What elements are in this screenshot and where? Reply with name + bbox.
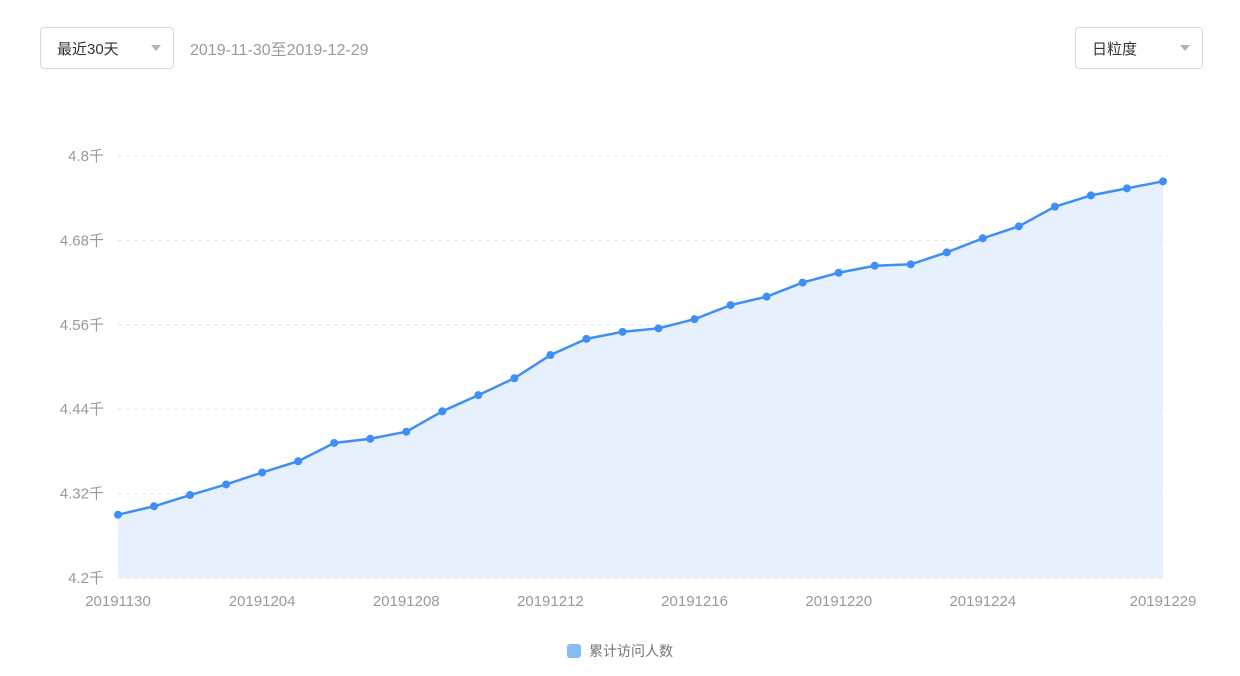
- data-point[interactable]: [150, 502, 159, 511]
- y-tick-label: 4.68千: [60, 232, 104, 249]
- series-line: [116, 180, 1165, 516]
- x-tick-label: 20191208: [373, 593, 440, 610]
- legend-label: 累计访问人数: [589, 643, 673, 659]
- y-tick-label: 4.56千: [60, 317, 104, 334]
- date-range-select[interactable]: 最近30天: [40, 27, 174, 69]
- data-point[interactable]: [330, 438, 339, 447]
- data-point[interactable]: [186, 491, 195, 500]
- y-tick-label: 4.8千: [68, 148, 104, 165]
- data-point[interactable]: [654, 324, 663, 333]
- data-point[interactable]: [726, 301, 735, 310]
- data-point[interactable]: [294, 457, 303, 466]
- data-point[interactable]: [510, 374, 519, 383]
- x-tick-label: 20191204: [229, 593, 296, 610]
- line-chart[interactable]: 4.2千 4.32千 4.44千 4.56千 4.68千 4.8千 20191130 2019…: [0, 130, 1240, 630]
- legend-swatch: [567, 644, 581, 658]
- data-point[interactable]: [1159, 177, 1167, 186]
- data-point[interactable]: [222, 480, 231, 489]
- data-point[interactable]: [582, 334, 591, 343]
- data-point[interactable]: [258, 468, 267, 477]
- y-tick-label: 4.32千: [60, 486, 104, 503]
- granularity-select-label: 日粒度: [1092, 40, 1138, 58]
- x-tick-label: 20191212: [517, 593, 584, 610]
- x-tick-label: 20191224: [949, 593, 1016, 610]
- chevron-down-icon: [151, 45, 161, 51]
- y-tick-label: 4.44千: [60, 401, 104, 418]
- data-point[interactable]: [1086, 191, 1095, 200]
- data-point[interactable]: [906, 260, 915, 269]
- data-point[interactable]: [114, 510, 122, 519]
- date-range-select-label: 最近30天: [57, 40, 119, 58]
- x-tick-label: 20191130: [85, 593, 151, 610]
- data-point[interactable]: [690, 315, 699, 324]
- granularity-select[interactable]: 日粒度: [1075, 27, 1203, 69]
- data-point[interactable]: [546, 351, 555, 360]
- data-point[interactable]: [618, 327, 627, 336]
- y-tick-label: 4.2千: [68, 570, 104, 587]
- data-point[interactable]: [978, 234, 987, 243]
- data-point[interactable]: [870, 261, 879, 270]
- x-tick-label: 20191216: [661, 593, 728, 610]
- data-point[interactable]: [762, 292, 771, 301]
- data-point[interactable]: [834, 268, 843, 277]
- data-point[interactable]: [402, 427, 411, 436]
- area-fill: [118, 181, 1163, 578]
- x-tick-label: 20191229: [1130, 593, 1197, 610]
- date-range-text: 2019-11-30至2019-12-29: [190, 42, 369, 59]
- data-point[interactable]: [1050, 202, 1059, 211]
- data-point[interactable]: [474, 391, 483, 400]
- legend-item[interactable]: 累计访问人数: [0, 641, 1240, 661]
- data-point[interactable]: [1014, 222, 1023, 231]
- data-point[interactable]: [798, 278, 807, 287]
- data-point[interactable]: [438, 407, 447, 416]
- x-tick-label: 20191220: [805, 593, 872, 610]
- data-point[interactable]: [942, 248, 951, 257]
- chevron-down-icon: [1180, 45, 1190, 51]
- data-point[interactable]: [1122, 184, 1131, 193]
- data-point[interactable]: [366, 434, 375, 443]
